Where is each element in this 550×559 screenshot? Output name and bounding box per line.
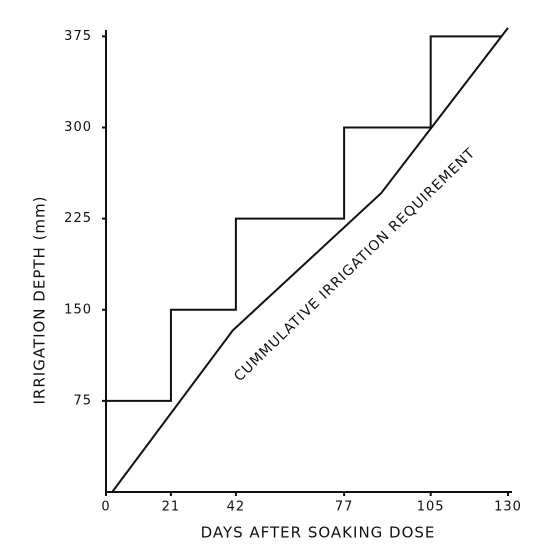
y-tick-label: 300 bbox=[64, 120, 92, 135]
x-tick-label: 42 bbox=[227, 500, 246, 515]
x-tick-label: 130 bbox=[494, 500, 522, 515]
annotation: CUMMULATIVE IRRIGATION REQUIREMENT bbox=[231, 145, 479, 385]
x-axis-label: DAYS AFTER SOAKING DOSE bbox=[201, 524, 436, 542]
x-tick-label: 77 bbox=[335, 500, 354, 515]
y-tick-label: 150 bbox=[64, 302, 92, 317]
x-tick-label: 0 bbox=[101, 500, 110, 515]
y-tick-label: 75 bbox=[73, 393, 92, 408]
line bbox=[111, 27, 509, 493]
y-tick-label: 225 bbox=[64, 211, 92, 226]
line bbox=[106, 35, 502, 402]
y-tick-label: 375 bbox=[64, 29, 92, 44]
x-tick-label: 21 bbox=[162, 500, 181, 515]
x-tick-label: 105 bbox=[417, 500, 445, 515]
y-axis-label: IRRIGATION DEPTH (mm) bbox=[31, 195, 49, 404]
